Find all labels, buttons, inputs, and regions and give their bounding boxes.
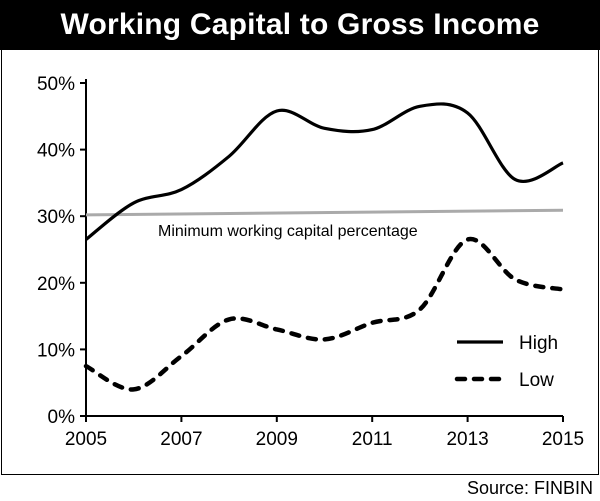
x-tick-label: 2011 [352, 429, 393, 450]
x-tick-label: 2009 [256, 429, 298, 450]
reference-line-label: Minimum working capital percentage [158, 223, 418, 240]
legend-label-high: High [519, 333, 558, 354]
y-tick-label: 40% [37, 141, 75, 162]
legend-label-low: Low [519, 370, 554, 391]
chart-plot: 0% 10% 20% 30% 40% 50% 2005 2007 2009 2011 2013 201… [37, 74, 584, 450]
y-tick-label: 30% [37, 207, 75, 228]
y-tick-label: 20% [37, 274, 75, 295]
y-tick-label: 0% [48, 407, 76, 428]
x-tick-label: 2007 [160, 429, 202, 450]
series-line-low [83, 237, 566, 392]
chart-panel [1, 50, 599, 475]
x-tick-label: 2015 [542, 429, 584, 450]
chart-title: Working Capital to Gross Income [0, 0, 600, 50]
y-tick-label: 50% [37, 74, 75, 95]
source-note: Source: FINBIN [466, 478, 593, 498]
series-line-high [85, 102, 564, 241]
y-tick-label: 10% [37, 340, 75, 361]
x-tick-label: 2005 [65, 429, 107, 450]
x-tick-label: 2013 [446, 429, 488, 450]
reference-line [85, 208, 564, 217]
